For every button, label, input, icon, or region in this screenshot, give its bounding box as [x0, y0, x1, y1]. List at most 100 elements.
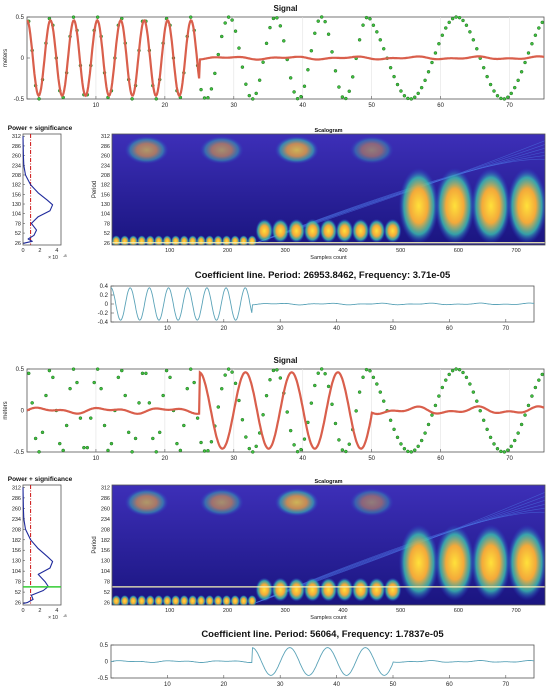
signal-point — [237, 46, 241, 50]
scalogram-band-blob — [383, 577, 402, 602]
y-tick-label: 208 — [101, 173, 110, 179]
x-scale-label: × 10 — [48, 255, 58, 261]
scalogram-band-blob — [303, 577, 322, 602]
signal-point — [75, 380, 79, 385]
scalogram-band-blob — [213, 235, 223, 245]
x-tick-label: 2 — [38, 248, 41, 254]
x-tick-label: 30 — [277, 682, 284, 688]
signal-point — [26, 371, 31, 376]
signal-point — [99, 386, 103, 391]
x-tick-label: 50 — [390, 326, 397, 332]
signal-point — [299, 94, 303, 99]
scalogram-band-blob — [221, 235, 232, 245]
signal-point — [292, 90, 296, 94]
y-tick-label: 78 — [104, 580, 110, 586]
signal-point — [282, 39, 286, 43]
y-tick-label: -0.2 — [98, 311, 109, 317]
y-tick-label: 156 — [12, 192, 21, 198]
signal-point — [213, 71, 217, 76]
signal-point — [157, 430, 162, 435]
x-tick-label: 2 — [38, 608, 41, 614]
signal-point — [106, 448, 110, 453]
line-chart-7: 10 20 30 40 50 60 70 -0.5 0 0.5 Coefficient line. … — [98, 629, 535, 688]
scalogram-band-blob — [230, 594, 240, 605]
signal-point — [468, 30, 472, 34]
x-axis-label: Samples count — [310, 255, 347, 261]
signal-point — [89, 416, 93, 420]
scalogram-band-blob — [162, 235, 172, 245]
signal-point — [102, 423, 107, 428]
scalogram-band-blob — [137, 594, 147, 605]
signal-point — [347, 442, 352, 446]
scalogram-band-blob — [154, 594, 164, 605]
signal-point — [337, 438, 341, 442]
signal-point — [419, 438, 424, 443]
signal-point — [464, 23, 469, 28]
x-axis-label: Samples count — [310, 615, 347, 621]
x-tick-label: 30 — [230, 103, 237, 109]
scalogram-band-blob — [128, 594, 138, 605]
signal-point — [313, 31, 317, 36]
signal-point — [450, 16, 455, 21]
x-tick-label: 40 — [333, 326, 340, 332]
x-tick-label: 60 — [437, 103, 444, 109]
x-tick-label: 100 — [165, 248, 174, 254]
y-tick-label: 312 — [12, 485, 21, 491]
signal-point — [251, 450, 255, 454]
x-tick-label: 60 — [446, 682, 453, 688]
scalogram-band-blob — [471, 167, 511, 244]
signal-point — [178, 448, 183, 453]
x-tick-label: 20 — [162, 103, 169, 109]
signal-point — [495, 446, 500, 451]
scalogram-band-blob — [179, 235, 189, 245]
y-axis-label: meters — [3, 49, 9, 67]
signal-point — [475, 399, 479, 403]
signal-point — [120, 368, 124, 373]
signal-point — [512, 438, 517, 443]
y-tick-label: -0.5 — [14, 450, 25, 456]
y-tick-label: 234 — [101, 163, 110, 169]
signal-point — [419, 85, 424, 90]
signal-point — [364, 367, 369, 372]
x-tick-label: 400 — [338, 608, 347, 614]
scalogram-band-blob — [238, 594, 249, 605]
signal-point — [519, 422, 524, 427]
y-tick-label: 0.4 — [100, 284, 109, 290]
signal-point — [237, 398, 241, 403]
signal-point — [37, 97, 41, 101]
scalogram-band-blob — [230, 235, 240, 245]
y-tick-label: 260 — [101, 506, 110, 512]
signal-point — [188, 367, 193, 371]
signal-point — [381, 399, 386, 403]
signal-point — [347, 89, 352, 94]
signal-point — [109, 441, 114, 446]
y-tick-label: 26 — [104, 241, 110, 247]
scalogram-band-blob — [154, 235, 164, 245]
y-tick-label: 0.5 — [16, 15, 25, 21]
signal-point — [509, 444, 514, 449]
y-tick-label: 0 — [21, 409, 25, 415]
x-tick-label: 500 — [396, 608, 405, 614]
signal-point — [502, 97, 507, 101]
signal-point — [206, 95, 210, 100]
y-tick-label: 312 — [101, 485, 110, 491]
signal-point — [344, 449, 348, 454]
signal-point — [364, 15, 369, 20]
signal-point — [340, 95, 345, 99]
signal-point — [495, 93, 500, 98]
y-tick-label: -0.5 — [98, 676, 109, 682]
signal-point — [399, 89, 403, 93]
signal-point — [71, 15, 76, 19]
signal-point — [395, 435, 400, 440]
y-tick-label: 0 — [21, 56, 25, 62]
signal-point — [116, 375, 121, 380]
signal-point — [137, 401, 141, 405]
signal-point — [502, 450, 507, 454]
scalogram-band-blob — [247, 235, 257, 245]
coefficient-line — [110, 287, 535, 321]
signal-point — [199, 87, 203, 92]
chart-title: Signal — [273, 4, 297, 13]
signal-point — [530, 41, 534, 46]
y-tick-label: 260 — [12, 154, 21, 160]
signal-point — [381, 47, 386, 51]
